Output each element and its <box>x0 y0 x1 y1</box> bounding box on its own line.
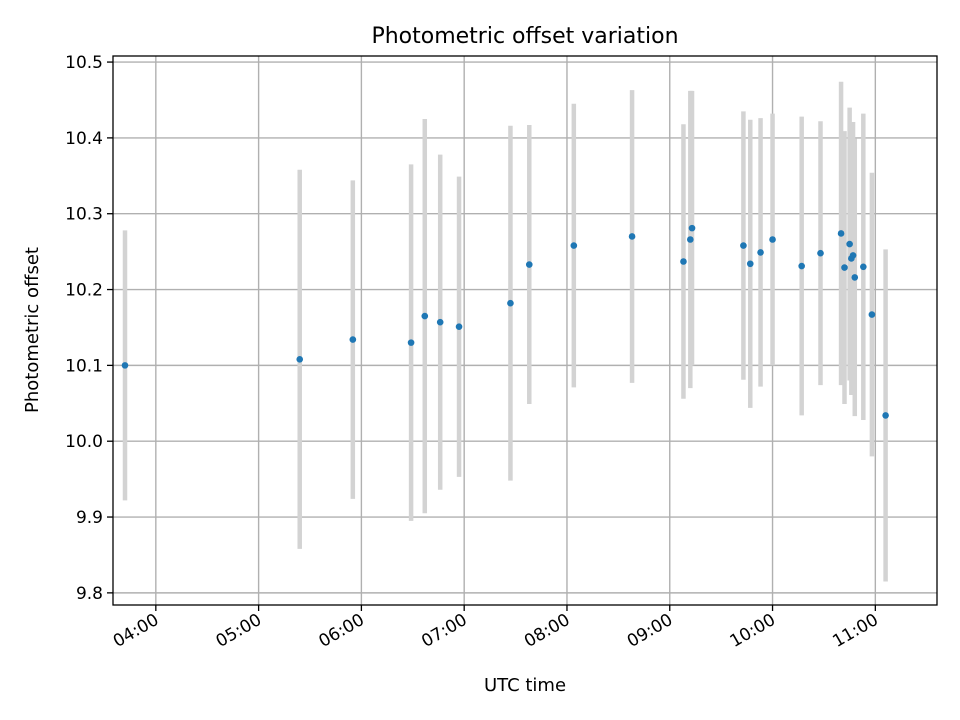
y-tick-label: 10.0 <box>65 432 103 452</box>
data-point <box>436 318 444 326</box>
y-tick-label: 10.4 <box>65 129 103 149</box>
y-tick-label: 10.3 <box>65 205 103 225</box>
data-point <box>798 262 805 270</box>
data-point <box>868 311 876 318</box>
data-point <box>687 236 694 243</box>
data-point <box>121 362 129 369</box>
data-point <box>860 263 867 271</box>
data-point <box>757 249 764 256</box>
data-point <box>841 264 848 271</box>
data-point <box>296 356 304 363</box>
data-point <box>349 336 357 343</box>
data-point <box>817 249 824 257</box>
data-point <box>740 242 747 249</box>
data-point <box>837 230 845 237</box>
data-point <box>628 233 636 240</box>
x-axis-label: UTC time <box>484 675 566 696</box>
data-point <box>407 339 415 346</box>
data-point <box>688 224 696 232</box>
y-tick-label: 10.1 <box>65 356 103 376</box>
y-axis-label: Photometric offset <box>22 247 43 413</box>
data-point <box>525 261 533 268</box>
data-point <box>851 274 859 281</box>
data-points <box>121 224 889 419</box>
y-tick-label: 10.5 <box>65 53 103 73</box>
data-point <box>421 312 429 320</box>
y-tick-label: 9.8 <box>76 584 103 604</box>
data-point <box>455 323 463 331</box>
y-tick-label: 10.2 <box>65 281 103 301</box>
chart-title: Photometric offset variation <box>371 24 678 49</box>
data-point <box>846 240 853 248</box>
data-point <box>507 299 514 307</box>
plot-frame <box>112 55 938 606</box>
data-point <box>570 242 578 249</box>
y-tick-label: 9.9 <box>76 508 103 528</box>
data-point <box>746 260 754 268</box>
data-point <box>769 236 776 243</box>
data-point <box>849 252 857 259</box>
data-point <box>680 258 687 265</box>
data-point <box>882 412 889 419</box>
